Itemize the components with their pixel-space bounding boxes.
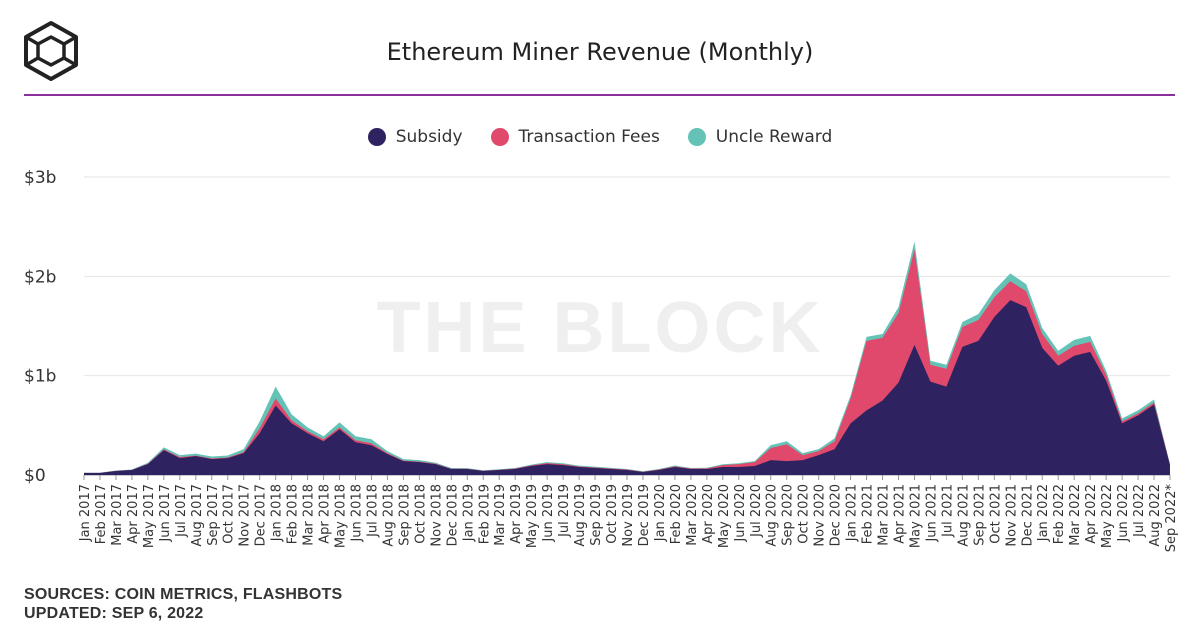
x-tick-label: May 2022 (1100, 484, 1115, 548)
x-tick-label: Mar 2017 (110, 484, 125, 546)
legend-label-transaction-fees: Transaction Fees (518, 127, 660, 147)
updated-note: UPDATED: SEP 6, 2022 (24, 605, 204, 622)
x-tick-label: May 2017 (142, 484, 157, 548)
x-tick-label: Feb 2022 (1052, 484, 1067, 544)
x-tick-label: Mar 2018 (302, 484, 317, 546)
x-tick-label: Aug 2022 (1148, 484, 1163, 547)
x-tick-label: Mar 2019 (493, 484, 508, 546)
x-tick-label: Aug 2021 (956, 484, 971, 547)
x-tick-label: Feb 2019 (477, 484, 492, 544)
x-tick-label: Jan 2017 (78, 484, 93, 542)
x-tick-label: Apr 2020 (701, 484, 716, 544)
x-tick-label: Apr 2021 (893, 484, 908, 544)
x-tick-label: Jun 2018 (350, 484, 365, 543)
x-tick-label: Dec 2018 (445, 484, 460, 546)
x-tick-label: Jul 2021 (940, 484, 955, 538)
x-tick-label: Jun 2022 (1116, 484, 1131, 543)
x-tick-label: Oct 2017 (222, 484, 237, 544)
x-tick-label: Jun 2017 (158, 484, 173, 543)
x-tick-label: Nov 2019 (621, 484, 636, 547)
y-axis-ticks: $0 $1b $2b $3b (24, 168, 56, 486)
x-tick-label: Nov 2018 (429, 484, 444, 547)
x-tick-label: Sep 2019 (589, 484, 604, 546)
x-tick-label: Nov 2021 (1004, 484, 1019, 547)
x-tick-label: Oct 2020 (797, 484, 812, 544)
x-tick-label: Aug 2019 (573, 484, 588, 547)
x-tick-label: Sep 2022* (1164, 484, 1179, 553)
x-tick-label: May 2018 (334, 484, 349, 548)
sources-note: SOURCES: COIN METRICS, FLASHBOTS (24, 586, 343, 603)
y-tick-label: $3b (24, 168, 56, 188)
x-tick-label: Oct 2021 (988, 484, 1003, 544)
x-tick-label: Nov 2017 (238, 484, 253, 547)
legend-swatch-subsidy (367, 128, 386, 146)
x-tick-label: Dec 2019 (637, 484, 652, 546)
legend-label-subsidy: Subsidy (395, 127, 463, 147)
series-areas (84, 241, 1170, 475)
x-tick-label: Jul 2019 (557, 484, 572, 538)
x-tick-label: Mar 2021 (877, 484, 892, 546)
x-tick-label: Jan 2022 (1036, 484, 1051, 542)
x-tick-label: Jun 2021 (924, 484, 939, 543)
x-tick-label: Aug 2018 (381, 484, 396, 547)
legend-swatch-uncle-reward (687, 128, 706, 146)
x-tick-label: Jan 2021 (845, 484, 860, 542)
x-tick-label: Dec 2020 (829, 484, 844, 546)
y-tick-label: $1b (24, 367, 56, 387)
legend: Subsidy Transaction Fees Uncle Reward (0, 127, 1200, 147)
x-tick-label: Feb 2018 (286, 484, 301, 544)
legend-item-transaction-fees[interactable]: Transaction Fees (490, 127, 660, 147)
legend-label-uncle-reward: Uncle Reward (715, 127, 833, 147)
series-area-subsidy (84, 300, 1170, 475)
x-tick-label: Apr 2022 (1084, 484, 1099, 544)
x-tick-label: Sep 2020 (781, 484, 796, 546)
x-tick-label: Jul 2022 (1132, 484, 1147, 538)
x-tick-label: Dec 2017 (254, 484, 269, 546)
x-tick-label: May 2021 (908, 484, 923, 548)
x-axis-ticks: Jan 2017 Feb 2017 Mar 2017 Apr 2017 May 2017… (78, 475, 1179, 552)
x-tick-label: May 2020 (717, 484, 732, 548)
x-tick-label: Mar 2022 (1068, 484, 1083, 546)
x-tick-label: Apr 2019 (509, 484, 524, 544)
x-tick-label: Jun 2019 (541, 484, 556, 543)
x-tick-label: Nov 2020 (813, 484, 828, 547)
legend-swatch-transaction-fees (490, 128, 509, 146)
legend-item-uncle-reward[interactable]: Uncle Reward (687, 127, 833, 147)
x-tick-label: Jul 2017 (174, 484, 189, 538)
x-tick-label: Feb 2017 (94, 484, 109, 544)
x-tick-label: Sep 2018 (397, 484, 412, 546)
x-tick-label: Jan 2018 (270, 484, 285, 542)
x-tick-label: Oct 2019 (605, 484, 620, 544)
x-tick-label: Feb 2021 (861, 484, 876, 544)
x-tick-label: Dec 2021 (1020, 484, 1035, 546)
chart-title: Ethereum Miner Revenue (Monthly) (386, 38, 814, 66)
x-tick-label: Mar 2020 (685, 484, 700, 546)
the-block-logo (24, 21, 78, 81)
watermark: THE BLOCK (377, 288, 824, 368)
x-tick-label: May 2019 (525, 484, 540, 548)
legend-item-subsidy[interactable]: Subsidy (367, 127, 463, 147)
x-tick-label: Jan 2019 (461, 484, 476, 542)
x-tick-label: Jul 2020 (749, 484, 764, 538)
x-tick-label: Sep 2021 (972, 484, 987, 546)
x-tick-label: Apr 2018 (318, 484, 333, 544)
x-tick-label: Feb 2020 (669, 484, 684, 544)
x-tick-label: Oct 2018 (413, 484, 428, 544)
x-tick-label: Jul 2018 (365, 484, 380, 538)
x-tick-label: Jan 2020 (653, 484, 668, 542)
title-divider (24, 94, 1175, 96)
x-tick-label: Aug 2020 (765, 484, 780, 547)
y-tick-label: $2b (24, 267, 56, 287)
x-tick-label: Aug 2017 (190, 484, 205, 547)
y-tick-label: $0 (24, 466, 46, 486)
x-tick-label: Jun 2020 (733, 484, 748, 543)
x-tick-label: Sep 2017 (206, 484, 221, 546)
x-tick-label: Apr 2017 (126, 484, 141, 544)
